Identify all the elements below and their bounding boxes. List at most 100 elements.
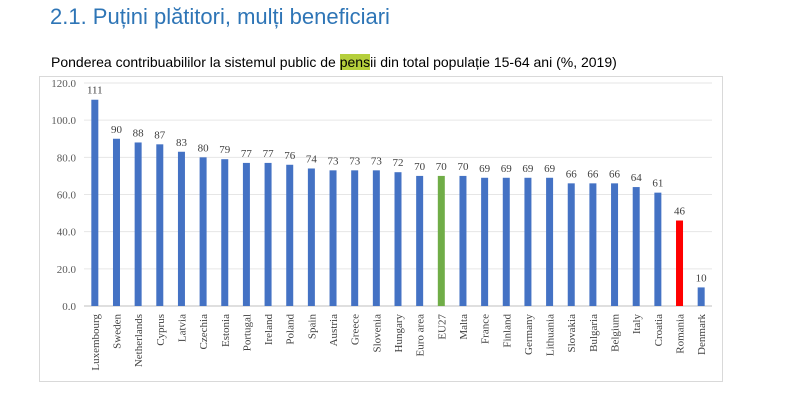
page-title: 2.1. Puțini plătitori, mulți beneficiari [50, 4, 390, 29]
bar-value-label: 69 [501, 163, 513, 175]
subtitle-part-1: Ponderea contribuabililor la sistemul pu… [51, 54, 340, 70]
bar-spain [307, 168, 315, 306]
bar-czechia [199, 157, 207, 306]
bar-value-label: 88 [133, 127, 145, 139]
bar-value-label: 87 [154, 129, 166, 141]
chart-frame [39, 76, 723, 382]
bar-value-label: 77 [241, 148, 253, 160]
x-tick-label: EU27 [436, 314, 448, 340]
y-tick-label: 80.0 [57, 152, 77, 164]
bar-value-label: 10 [696, 272, 708, 284]
bar-france [481, 177, 489, 306]
bar-lithuania [546, 177, 554, 306]
x-tick-label: Bulgaria [588, 314, 600, 352]
bar-greece [351, 170, 359, 306]
bar-germany [524, 177, 532, 306]
bar-value-label: 46 [674, 206, 686, 218]
bar-slovenia [372, 170, 380, 306]
x-tick-label: Austria [328, 314, 340, 347]
bar-italy [632, 187, 640, 306]
bar-eu27 [437, 175, 445, 306]
bar-value-label: 64 [631, 172, 643, 184]
x-tick-label: Netherlands [133, 314, 145, 367]
bar-estonia [221, 159, 229, 306]
y-tick-label: 120.0 [51, 78, 76, 90]
x-tick-label: Euro area [415, 314, 427, 357]
y-tick-label: 20.0 [57, 264, 77, 276]
bar-value-label: 72 [393, 157, 404, 169]
x-tick-label: Slovenia [371, 314, 383, 353]
x-tick-label: Portugal [241, 314, 253, 351]
bar-portugal [242, 162, 250, 306]
bar-value-label: 66 [566, 168, 578, 180]
bar-finland [502, 177, 510, 306]
bar-value-label: 74 [306, 153, 318, 165]
bar-value-label: 77 [263, 148, 275, 160]
bar-value-label: 61 [652, 178, 663, 190]
x-tick-label: Romania [675, 314, 687, 354]
bar-value-label: 70 [457, 161, 469, 173]
x-tick-label: Hungary [393, 314, 405, 353]
bar-bulgaria [589, 183, 597, 306]
x-tick-label: Estonia [220, 314, 232, 347]
x-tick-label: Luxembourg [90, 314, 102, 371]
bar-poland [286, 164, 294, 306]
bar-luxembourg [91, 99, 99, 306]
x-tick-label: Czechia [198, 314, 210, 350]
bar-value-label: 76 [284, 150, 296, 162]
y-tick-label: 100.0 [51, 115, 76, 127]
bar-value-label: 73 [349, 155, 361, 167]
bar-sweden [112, 138, 120, 306]
bar-value-label: 66 [609, 168, 621, 180]
bar-cyprus [156, 144, 164, 306]
y-tick-label: 0.0 [62, 301, 76, 313]
bar-value-label: 69 [479, 163, 491, 175]
bar-value-label: 73 [328, 155, 340, 167]
subtitle-part-2: ii din total populație 15-64 ani (%, 201… [370, 54, 617, 70]
bar-value-label: 69 [522, 163, 534, 175]
bar-denmark [697, 287, 705, 306]
bar-latvia [177, 151, 185, 306]
y-tick-label: 40.0 [57, 227, 77, 239]
bar-value-label: 79 [219, 144, 231, 156]
x-tick-label: Germany [523, 314, 535, 355]
x-tick-label: Cyprus [155, 314, 167, 346]
bar-value-label: 83 [176, 137, 188, 149]
x-tick-label: Finland [501, 314, 513, 348]
bar-value-label: 70 [414, 161, 426, 173]
bar-netherlands [134, 142, 142, 306]
bar-value-label: 73 [371, 155, 383, 167]
x-tick-label: Belgium [610, 314, 622, 352]
x-tick-label: Poland [285, 314, 297, 345]
bar-value-label: 111 [87, 85, 103, 97]
bar-value-label: 70 [436, 161, 448, 173]
x-tick-label: Spain [306, 314, 318, 340]
bar-euro-area [416, 175, 424, 306]
subtitle-highlight: pens [339, 54, 371, 70]
bar-croatia [654, 192, 662, 306]
x-tick-label: Greece [350, 314, 362, 345]
x-tick-label: Croatia [653, 314, 665, 346]
bar-austria [329, 170, 337, 306]
x-tick-label: France [480, 314, 492, 344]
bar-value-label: 90 [111, 124, 123, 136]
y-tick-label: 60.0 [57, 190, 77, 202]
x-tick-label: Ireland [263, 314, 275, 346]
x-tick-label: Italy [631, 314, 643, 335]
bar-malta [459, 175, 467, 306]
bar-value-label: 69 [544, 163, 556, 175]
bar-slovakia [567, 183, 575, 306]
x-tick-label: Lithuania [545, 314, 557, 356]
x-tick-label: Slovakia [566, 314, 578, 353]
chart-subtitle: Ponderea contribuabililor la sistemul pu… [51, 54, 617, 70]
bar-romania [676, 220, 684, 306]
bar-belgium [611, 183, 619, 306]
bar-value-label: 80 [198, 142, 210, 154]
x-tick-label: Malta [458, 314, 470, 340]
bar-ireland [264, 162, 272, 306]
x-tick-label: Sweden [111, 314, 123, 349]
bar-value-label: 66 [587, 168, 599, 180]
x-tick-label: Latvia [176, 314, 188, 342]
bar-hungary [394, 172, 402, 306]
x-tick-label: Denmark [696, 314, 708, 355]
